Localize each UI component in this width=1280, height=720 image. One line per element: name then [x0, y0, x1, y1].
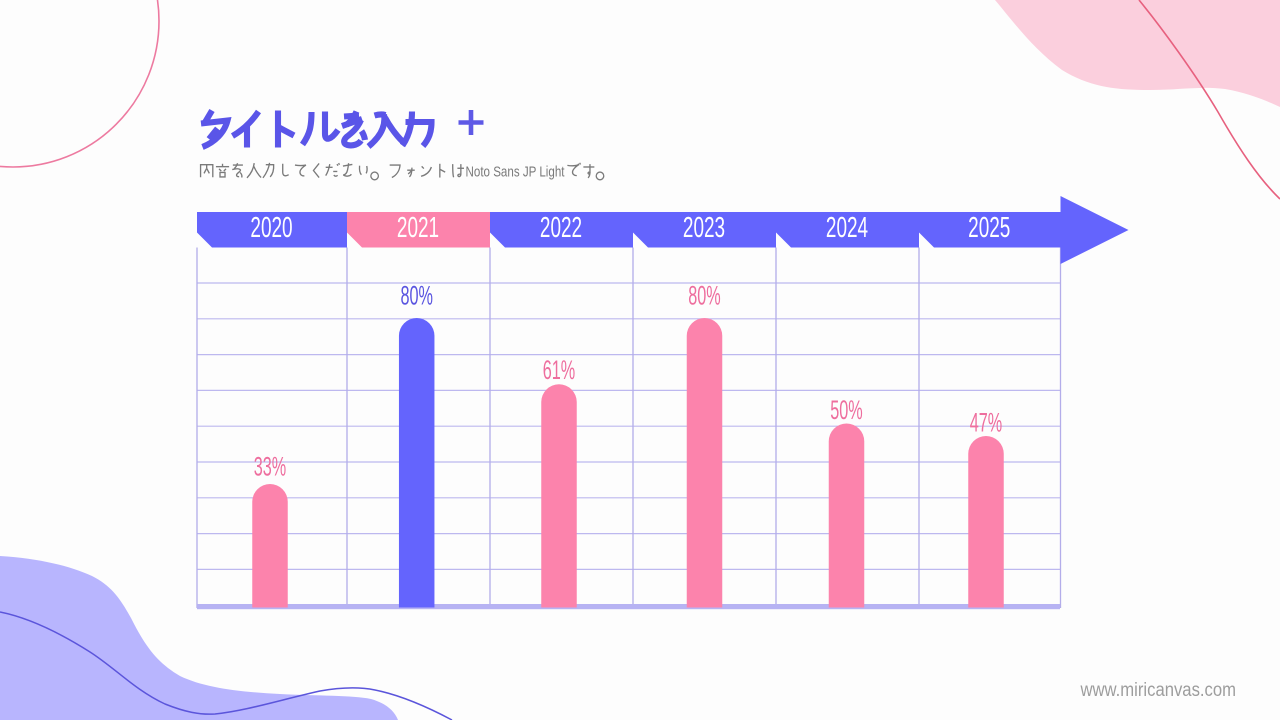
svg-text:Noto Sans JP Light: Noto Sans JP Light — [466, 164, 565, 180]
svg-text:2021: 2021 — [397, 212, 439, 244]
svg-text:2023: 2023 — [683, 212, 725, 244]
svg-text:www.miricanvas.com: www.miricanvas.com — [1080, 680, 1236, 701]
svg-text:2024: 2024 — [826, 212, 868, 244]
svg-text:2025: 2025 — [968, 212, 1010, 244]
svg-text:33%: 33% — [254, 452, 287, 482]
svg-text:61%: 61% — [543, 355, 576, 385]
svg-text:50%: 50% — [830, 395, 863, 425]
svg-text:80%: 80% — [688, 281, 721, 311]
svg-text:47%: 47% — [970, 408, 1003, 438]
svg-text:2020: 2020 — [250, 212, 292, 244]
svg-text:2022: 2022 — [540, 212, 582, 244]
svg-text:80%: 80% — [400, 281, 433, 311]
